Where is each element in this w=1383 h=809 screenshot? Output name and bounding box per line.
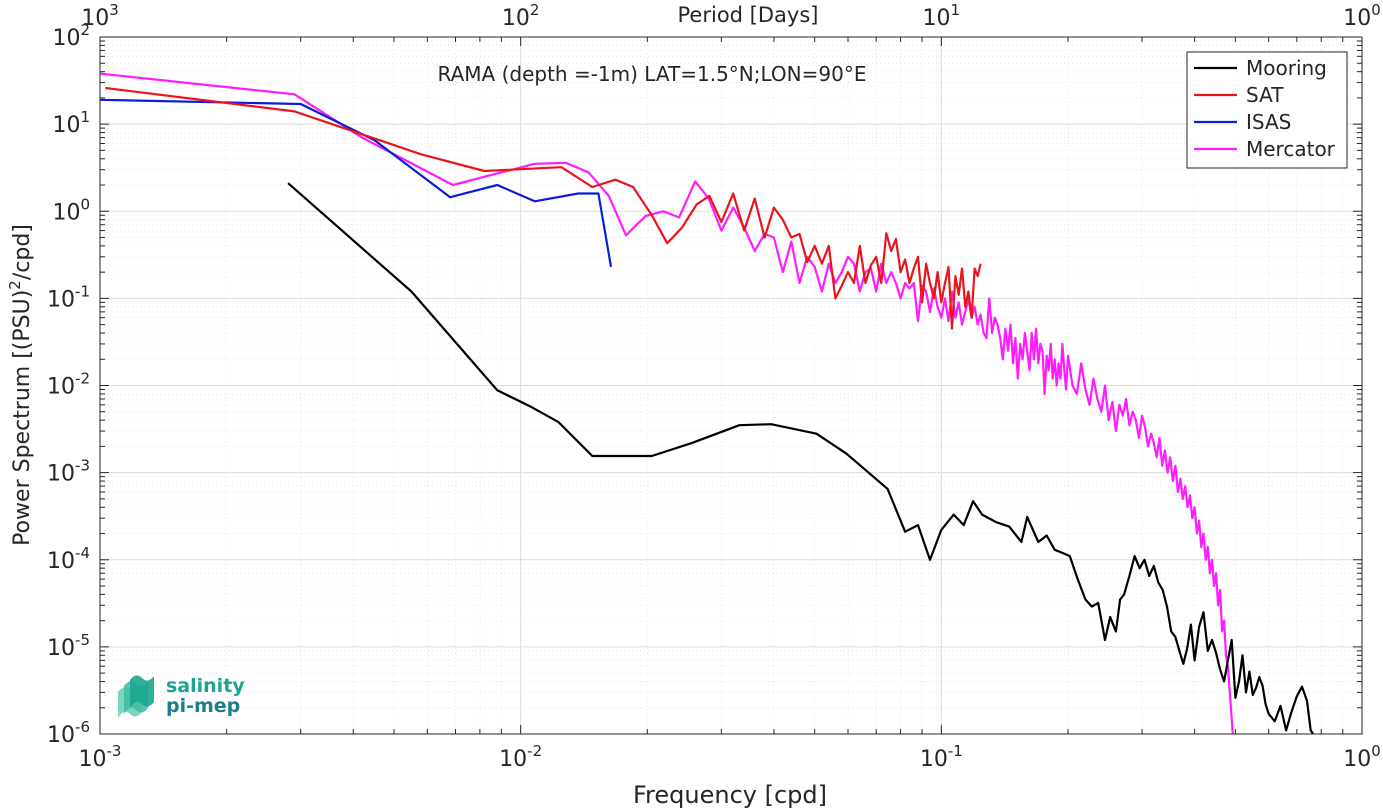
legend-label-sat: SAT xyxy=(1246,83,1284,107)
top-tick-label: 103 xyxy=(81,1,119,31)
y-tick-label-exponent: -5 xyxy=(75,631,90,649)
series-line-mooring xyxy=(287,182,1315,735)
wave-logo-icon xyxy=(118,675,154,718)
y-tick-label: 100 xyxy=(52,195,90,225)
y-tick-label: 10-4 xyxy=(47,544,90,574)
y-axis-label-superscript: 2 xyxy=(6,280,24,290)
top-tick-label-exponent: 1 xyxy=(951,1,961,19)
x-tick-label-exponent: -3 xyxy=(107,742,122,760)
x-tick-label: 10-1 xyxy=(920,742,963,772)
y-tick-label: 10-6 xyxy=(47,718,90,748)
x-tick-label: 10-3 xyxy=(79,742,122,772)
x-axis-label: Frequency [cpd] xyxy=(633,781,827,809)
y-tick-label: 10-2 xyxy=(47,370,90,400)
y-tick-label-base: 10 xyxy=(52,26,80,51)
legend-label-mooring: Mooring xyxy=(1246,56,1327,80)
y-tick-label-base: 10 xyxy=(47,375,75,400)
y-tick-label-exponent: 0 xyxy=(80,195,90,213)
chart-title: RAMA (depth =-1m) LAT=1.5°N;LON=90°E xyxy=(438,62,867,86)
legend-label-isas: ISAS xyxy=(1246,110,1291,134)
x-tick-label: 100 xyxy=(1343,742,1381,772)
y-tick-label-exponent: -3 xyxy=(75,457,90,475)
top-tick-label-exponent: 3 xyxy=(109,1,119,19)
axes-box xyxy=(99,36,1363,735)
y-tick-label-exponent: -4 xyxy=(75,544,90,562)
y-tick-label-exponent: -1 xyxy=(75,282,90,300)
x-tick-label-base: 10 xyxy=(79,747,107,772)
y-tick-label-base: 10 xyxy=(52,200,80,225)
y-tick-label-base: 10 xyxy=(47,723,75,748)
legend-label-mercator: Mercator xyxy=(1246,137,1336,161)
logo-text-line1: salinity xyxy=(166,675,245,697)
y-tick-label-base: 10 xyxy=(47,462,75,487)
y-tick-label: 101 xyxy=(52,108,90,138)
y-tick-label-base: 10 xyxy=(52,113,80,138)
y-tick-label-exponent: 1 xyxy=(80,108,90,126)
salinity-pi-mep-logo: salinity pi-mep xyxy=(118,675,245,718)
top-tick-label-base: 10 xyxy=(923,6,951,31)
x-tick-label: 10-2 xyxy=(499,742,542,772)
top-axis-label: Period [Days] xyxy=(678,3,819,27)
y-tick-label: 10-3 xyxy=(47,457,90,487)
series-line-sat xyxy=(105,86,982,330)
x-tick-label-base: 10 xyxy=(499,747,527,772)
y-tick-label: 10-5 xyxy=(47,631,90,661)
logo-text-line2: pi-mep xyxy=(166,695,240,717)
legend: Mooring SAT ISAS Mercator xyxy=(1186,51,1348,169)
top-tick-label: 101 xyxy=(923,1,961,31)
y-tick-label: 10-1 xyxy=(47,282,90,312)
x-tick-label-exponent: -2 xyxy=(527,742,542,760)
x-tick-label-base: 10 xyxy=(920,747,948,772)
top-tick-label-exponent: 2 xyxy=(530,1,540,19)
y-axis-label: Power Spectrum [(PSU)2/cpd] xyxy=(6,224,35,546)
y-tick-label-exponent: -6 xyxy=(75,718,90,736)
y-tick-label-exponent: -2 xyxy=(75,370,90,388)
series-line-isas xyxy=(99,98,613,268)
y-axis-label-main: Power Spectrum [(PSU) xyxy=(10,290,35,546)
axes-layer xyxy=(99,36,1363,735)
series-line-mercator xyxy=(99,72,1234,735)
y-tick-label-base: 10 xyxy=(47,287,75,312)
y-axis-label-tail: /cpd] xyxy=(10,224,35,280)
y-tick-label-base: 10 xyxy=(47,636,75,661)
top-tick-label-exponent: 0 xyxy=(1371,1,1381,19)
y-tick-label-exponent: 2 xyxy=(80,21,90,39)
x-tick-label-exponent: 0 xyxy=(1371,742,1381,760)
x-tick-label-exponent: -1 xyxy=(948,742,963,760)
y-tick-label: 102 xyxy=(52,21,90,51)
top-tick-label: 100 xyxy=(1343,1,1381,31)
y-tick-label-base: 10 xyxy=(47,549,75,574)
x-tick-label-base: 10 xyxy=(1343,747,1371,772)
top-tick-label-base: 10 xyxy=(1343,6,1371,31)
top-tick-label-base: 10 xyxy=(81,6,109,31)
series-layer xyxy=(99,72,1315,735)
top-tick-label-base: 10 xyxy=(502,6,530,31)
top-tick-label: 102 xyxy=(502,1,540,31)
